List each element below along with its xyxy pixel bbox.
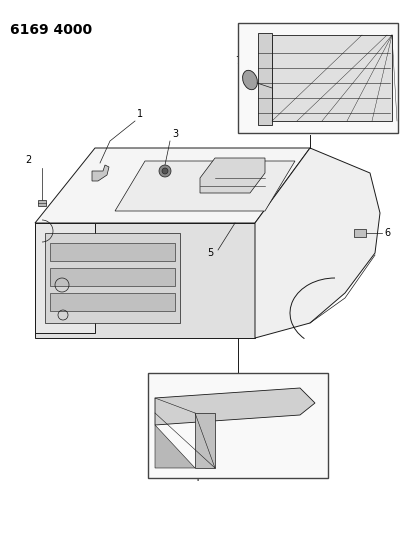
Polygon shape bbox=[35, 148, 310, 223]
Text: 6169 4000: 6169 4000 bbox=[10, 23, 92, 37]
Bar bbox=[148, 373, 328, 478]
Polygon shape bbox=[50, 243, 175, 261]
Text: 1: 1 bbox=[137, 109, 143, 119]
Polygon shape bbox=[272, 35, 392, 121]
Polygon shape bbox=[155, 388, 315, 425]
Polygon shape bbox=[258, 33, 272, 125]
Text: 5: 5 bbox=[207, 248, 213, 258]
Polygon shape bbox=[115, 161, 295, 211]
Polygon shape bbox=[50, 293, 175, 311]
Polygon shape bbox=[92, 165, 109, 181]
Text: 7: 7 bbox=[235, 56, 241, 66]
Polygon shape bbox=[50, 268, 175, 286]
Text: 6: 6 bbox=[384, 228, 390, 238]
Polygon shape bbox=[155, 425, 195, 468]
Text: 4: 4 bbox=[194, 473, 200, 483]
Polygon shape bbox=[35, 223, 255, 338]
Ellipse shape bbox=[243, 70, 257, 90]
Bar bbox=[38, 200, 46, 206]
Polygon shape bbox=[255, 148, 380, 338]
Circle shape bbox=[162, 168, 168, 174]
Bar bbox=[238, 23, 398, 133]
Polygon shape bbox=[195, 413, 215, 468]
Circle shape bbox=[159, 165, 171, 177]
Text: 3: 3 bbox=[172, 129, 178, 139]
Text: 2: 2 bbox=[25, 155, 31, 165]
Polygon shape bbox=[35, 223, 95, 333]
Polygon shape bbox=[200, 158, 265, 193]
Bar bbox=[354, 229, 366, 237]
Polygon shape bbox=[45, 233, 180, 323]
